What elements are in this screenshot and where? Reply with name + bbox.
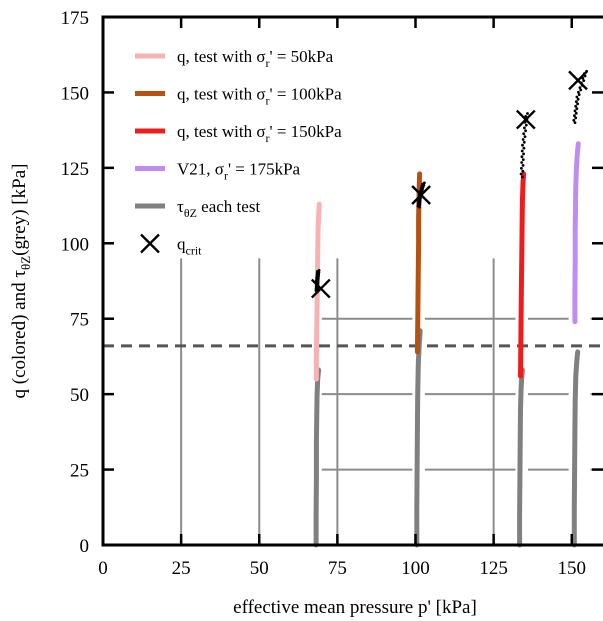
x-tick-label: 0 xyxy=(98,558,108,579)
post-peak-dot xyxy=(522,140,526,144)
post-peak-dot xyxy=(317,269,321,272)
post-peak-dot xyxy=(576,102,579,106)
post-peak-dot xyxy=(575,95,579,99)
post-peak-dot xyxy=(520,161,524,164)
post-peak-dot xyxy=(523,126,526,130)
legend-marker-qcrit xyxy=(140,233,160,254)
post-peak-dot xyxy=(573,121,577,124)
post-peak-dot xyxy=(579,88,583,92)
legend: q, test with σr' = 50kPa q, test with σr'… xyxy=(135,47,342,258)
y-tick-label: 100 xyxy=(61,234,90,255)
x-tick-label: 50 xyxy=(250,558,269,579)
post-peak-dot xyxy=(524,129,527,133)
post-peak-dot xyxy=(572,118,576,122)
y-tick-label: 0 xyxy=(80,536,90,557)
legend-label: τθZ each test xyxy=(177,197,260,220)
post-peak-dot xyxy=(574,100,578,103)
post-peak-dot xyxy=(577,90,580,94)
post-peak-dot xyxy=(573,114,576,117)
post-peak-dot xyxy=(521,169,525,173)
series-tau-line xyxy=(313,367,322,548)
y-tick-label: 150 xyxy=(61,83,90,104)
post-peak-dot xyxy=(577,93,581,96)
x-tick-label: 75 xyxy=(328,558,347,579)
legend-label: qcrit xyxy=(177,235,202,258)
post-peak-dot xyxy=(526,112,529,115)
post-peak-dot xyxy=(520,166,523,170)
post-peak-dot xyxy=(522,146,526,150)
axes-layer: 0 25 50 75 100 125 150 0 25 50 75 100 125 150 175 xyxy=(61,8,603,579)
qcrit-marker xyxy=(411,185,431,205)
post-peak-dot xyxy=(423,181,426,185)
legend-label: V21, σr' = 175kPa xyxy=(177,160,301,183)
post-peak-dot xyxy=(576,97,580,101)
x-tick-label: 125 xyxy=(479,558,508,579)
post-peak-dot xyxy=(575,107,579,110)
y-tick-label: 125 xyxy=(61,159,90,180)
series-tau-line xyxy=(517,367,525,548)
qcrit-marker xyxy=(568,70,588,91)
post-peak-dot xyxy=(574,111,578,115)
legend-label: q, test with σr' = 100kPa xyxy=(177,85,342,108)
post-peak-dot xyxy=(524,123,528,127)
post-peak-dot xyxy=(522,152,525,156)
x-tick-label: 100 xyxy=(401,558,430,579)
series-tau-line xyxy=(571,349,581,548)
qcrit-marker xyxy=(310,278,331,299)
post-peak-dot xyxy=(521,138,525,141)
qcrit-marker xyxy=(515,109,536,130)
post-peak-dot xyxy=(582,79,586,82)
y-tick-label: 75 xyxy=(70,310,89,331)
post-peak-dot xyxy=(521,158,525,162)
post-peak-dot xyxy=(521,175,524,179)
y-tick-label: 50 xyxy=(70,385,89,406)
post-peak-dot xyxy=(522,132,526,136)
x-tick-label: 25 xyxy=(172,558,191,579)
x-axis-title: effective mean pressure p' [kPa] xyxy=(233,597,477,618)
post-peak-dot xyxy=(574,104,578,108)
post-peak-dot xyxy=(573,109,577,113)
post-peak-dot xyxy=(521,143,524,147)
x-tick-label: 150 xyxy=(558,558,587,579)
legend-label: q, test with σr' = 50kPa xyxy=(177,47,334,70)
y-tick-label: 175 xyxy=(61,8,90,29)
series-v21-line xyxy=(572,141,581,325)
post-peak-dot xyxy=(520,149,524,153)
post-peak-dot xyxy=(523,135,527,139)
legend-label: q, test with σr' = 150kPa xyxy=(177,122,342,145)
post-peak-dot xyxy=(520,155,524,159)
series-q-150-line xyxy=(518,171,527,379)
post-peak-dot xyxy=(519,172,523,176)
grid-layer xyxy=(103,258,603,545)
post-peak-dot xyxy=(521,164,525,167)
y-tick-label: 25 xyxy=(70,461,89,482)
series-layer xyxy=(310,69,588,548)
post-peak-dot xyxy=(578,86,582,89)
series-q-100-line xyxy=(414,171,423,355)
post-peak-dot xyxy=(574,116,578,120)
series-tau-line xyxy=(414,328,423,548)
y-axis-title: q (colored) and τθZ(grey) [kPa] xyxy=(9,164,33,399)
